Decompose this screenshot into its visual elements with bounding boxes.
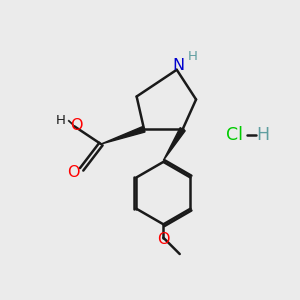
- Polygon shape: [164, 128, 185, 160]
- Text: O: O: [70, 118, 83, 133]
- Text: H: H: [187, 50, 197, 63]
- Text: H: H: [56, 114, 66, 128]
- Text: O: O: [67, 165, 80, 180]
- Text: N: N: [172, 58, 184, 73]
- Text: H: H: [256, 126, 269, 144]
- Text: O: O: [157, 232, 170, 247]
- Text: Cl: Cl: [226, 126, 243, 144]
- Polygon shape: [101, 126, 145, 144]
